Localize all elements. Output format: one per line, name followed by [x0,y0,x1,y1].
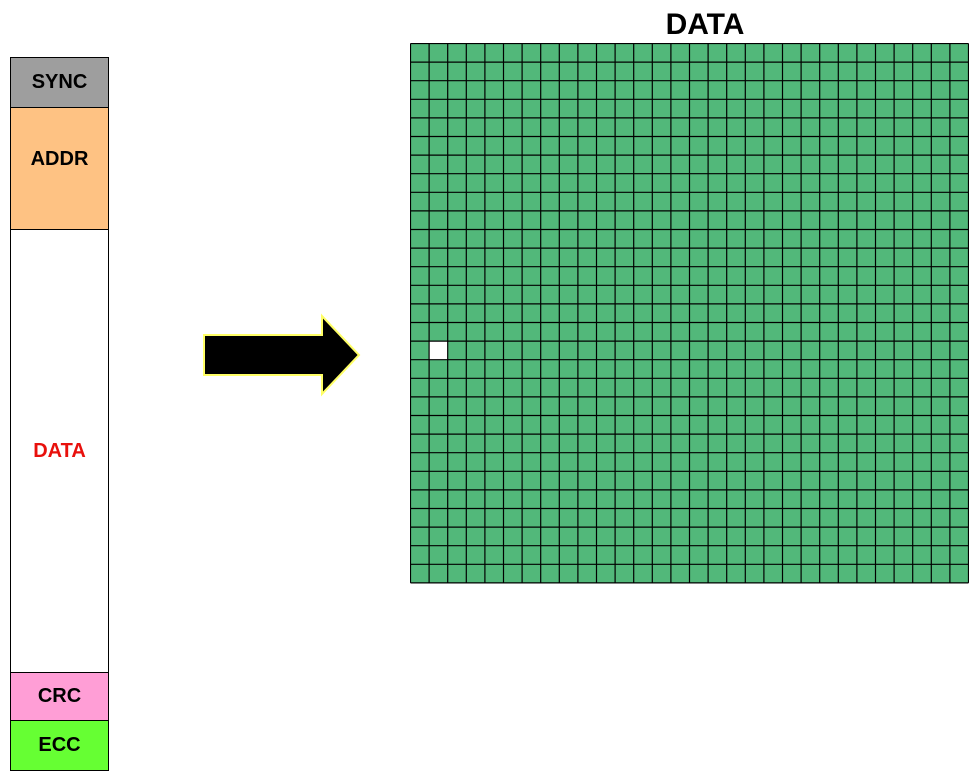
grid-title: DATA [665,8,745,41]
sync-segment: SYNC [10,57,109,108]
highlighted-cell [429,341,448,360]
data-label: DATA [33,439,86,462]
sync-label: SYNC [31,71,88,93]
arrow-shape [203,313,361,397]
crc-segment: CRC [10,672,109,721]
frame-stack: SYNC ADDR DATA CRC ECC [10,57,109,771]
data-grid [410,43,969,584]
addr-segment: ADDR [10,107,109,230]
crc-label: CRC [37,685,82,707]
ecc-label: ECC [38,734,81,756]
data-segment: DATA [10,229,109,673]
right-arrow-icon [203,313,361,397]
addr-label: ADDR [30,148,89,170]
ecc-segment: ECC [10,720,109,771]
